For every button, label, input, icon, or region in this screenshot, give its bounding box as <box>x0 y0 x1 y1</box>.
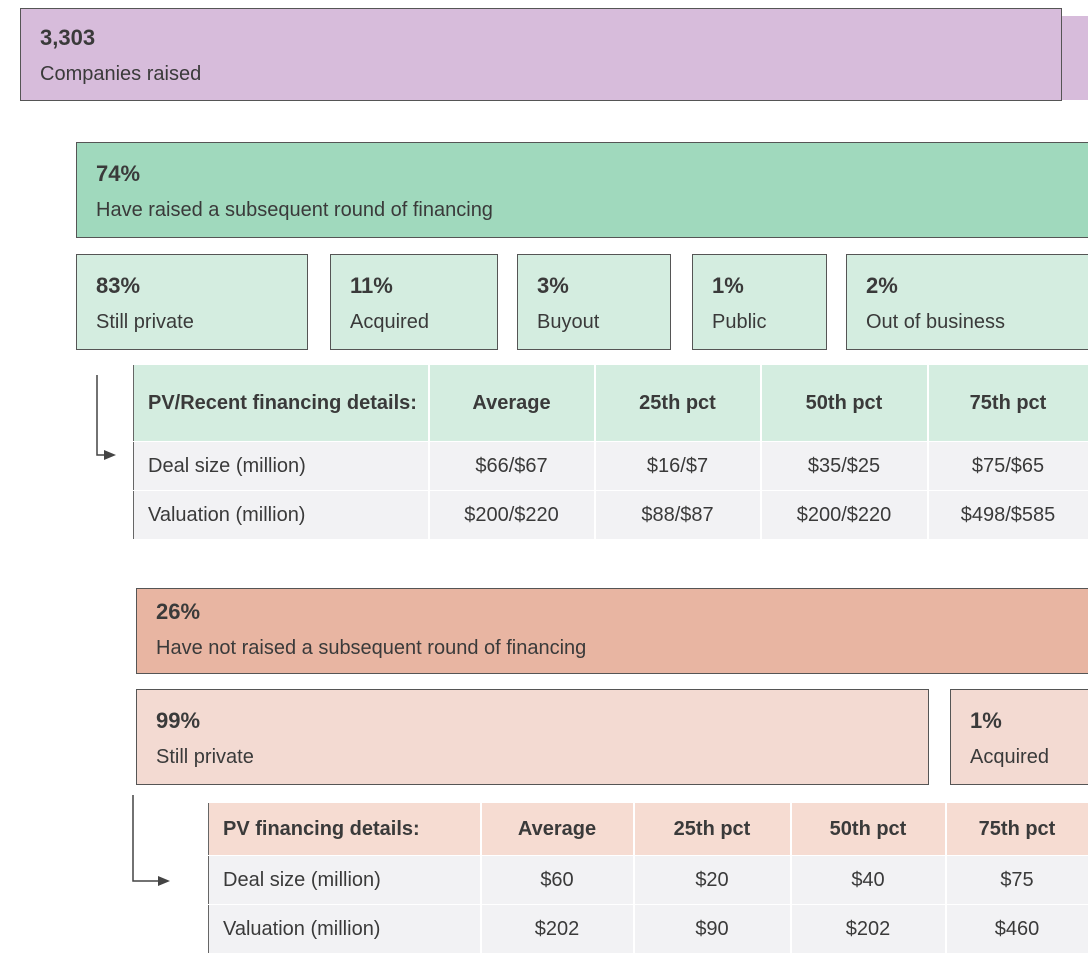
cell: Deal size (million) <box>209 856 481 905</box>
row: Valuation (million)$202$90$202$460 <box>209 905 1088 954</box>
header-cell: 50th pct <box>761 365 928 442</box>
outcome-box: 3% Buyout <box>517 254 671 350</box>
header-cell: 75th pct <box>928 365 1088 442</box>
value: 83% <box>96 273 140 299</box>
cell: $88/$87 <box>595 491 761 540</box>
outcome-box: 2% Out of business <box>846 254 1088 350</box>
cell: $75/$65 <box>928 442 1088 491</box>
cell: $66/$67 <box>429 442 595 491</box>
cell: $460 <box>946 905 1088 954</box>
outcome-box: 1% Acquired <box>950 689 1088 785</box>
arrow-head <box>158 876 170 886</box>
header-cell: Average <box>429 365 595 442</box>
header-cell: 75th pct <box>946 803 1088 856</box>
value: 3% <box>537 273 569 299</box>
label: Public <box>712 311 766 334</box>
value: 2% <box>866 273 898 299</box>
cell: $202 <box>791 905 946 954</box>
outcome-box: 11% Acquired <box>330 254 498 350</box>
row: Deal size (million)$66/$67$16/$7$35/$25$… <box>134 442 1088 491</box>
cell: $202 <box>481 905 634 954</box>
header-cell: Average <box>481 803 634 856</box>
cell: $16/$7 <box>595 442 761 491</box>
arrow <box>97 375 106 455</box>
value: 99% <box>156 708 200 734</box>
header-cell: PV/Recent financing details: <box>134 365 429 442</box>
outcome-box: 99% Still private <box>136 689 929 785</box>
arrow-head <box>104 450 116 460</box>
label: Out of business <box>866 311 1005 334</box>
header-cell: 50th pct <box>791 803 946 856</box>
header-cell: 25th pct <box>634 803 791 856</box>
cell: Deal size (million) <box>134 442 429 491</box>
label: Buyout <box>537 311 599 334</box>
outcome-box: 83% Still private <box>76 254 308 350</box>
cell: $20 <box>634 856 791 905</box>
label: Still private <box>156 746 254 769</box>
arrow <box>133 795 160 881</box>
row: Valuation (million)$200/$220$88/$87$200/… <box>134 491 1088 540</box>
outcome-box: 1% Public <box>692 254 827 350</box>
cell: $35/$25 <box>761 442 928 491</box>
cell: $40 <box>791 856 946 905</box>
cell: Valuation (million) <box>209 905 481 954</box>
label: Still private <box>96 311 194 334</box>
cell: $60 <box>481 856 634 905</box>
header-cell: PV financing details: <box>209 803 481 856</box>
not-raised-box: 26% Have not raised a subsequent round o… <box>136 588 1088 674</box>
value: 1% <box>970 708 1002 734</box>
value: 1% <box>712 273 744 299</box>
cell: $200/$220 <box>429 491 595 540</box>
label: Acquired <box>970 746 1049 769</box>
label: Acquired <box>350 311 429 334</box>
cell: Valuation (million) <box>134 491 429 540</box>
value: 11% <box>350 273 393 299</box>
cell: $75 <box>946 856 1088 905</box>
row: Deal size (million)$60$20$40$75 <box>209 856 1088 905</box>
value: 26% <box>156 599 200 625</box>
cell: $498/$585 <box>928 491 1088 540</box>
cell: $90 <box>634 905 791 954</box>
header-cell: 25th pct <box>595 365 761 442</box>
cell: $200/$220 <box>761 491 928 540</box>
label: Have not raised a subsequent round of fi… <box>156 637 586 660</box>
